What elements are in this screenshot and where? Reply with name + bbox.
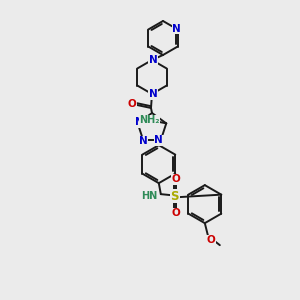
Text: N: N	[135, 117, 144, 128]
Text: N: N	[148, 55, 158, 65]
Text: N: N	[148, 89, 158, 99]
Text: S: S	[171, 190, 179, 202]
Text: NH₂: NH₂	[139, 116, 160, 125]
Text: HN: HN	[141, 191, 157, 201]
Text: O: O	[171, 208, 180, 218]
Text: N: N	[172, 23, 181, 34]
Text: N: N	[154, 135, 163, 145]
Text: O: O	[171, 174, 180, 184]
Text: O: O	[128, 99, 136, 109]
Text: O: O	[206, 235, 215, 245]
Text: N: N	[139, 136, 148, 146]
